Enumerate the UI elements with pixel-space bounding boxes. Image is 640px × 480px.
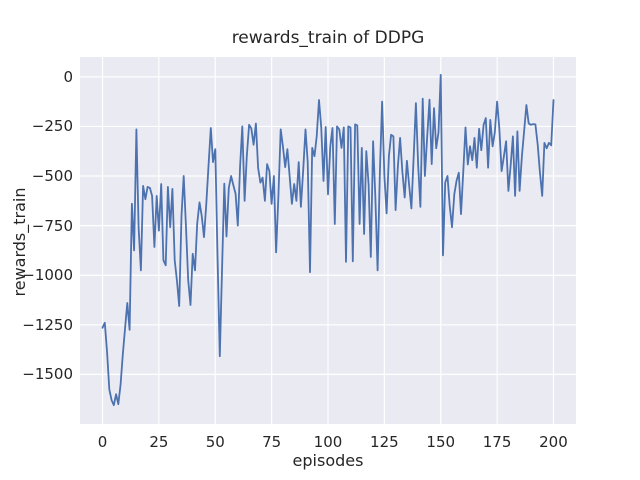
x-tick-label: 200 (539, 433, 568, 451)
plot-area (80, 57, 576, 424)
chart-title: rewards_train of DDPG (231, 28, 425, 48)
x-tick-label: 125 (370, 433, 399, 451)
x-tick-label: 100 (313, 433, 343, 451)
y-tick-label: −500 (31, 167, 73, 186)
y-tick-label: 0 (63, 67, 73, 86)
y-tick-label: −250 (31, 117, 73, 136)
x-axis-label: episodes (292, 451, 364, 470)
y-tick-label: −1250 (22, 315, 73, 334)
x-tick-label: 0 (97, 433, 108, 451)
series-line-rewards_train (101, 73, 555, 407)
y-tick-label: −1000 (22, 266, 73, 285)
x-tick-label: 175 (482, 433, 512, 451)
x-tick-label: 75 (262, 433, 282, 451)
y-tick-label: −1500 (22, 365, 73, 384)
line-chart-canvas (80, 57, 576, 424)
y-tick-label: −750 (31, 216, 73, 235)
x-tick-label: 50 (205, 433, 225, 451)
x-tick-label: 25 (149, 433, 169, 451)
x-tick-label: 150 (426, 433, 456, 451)
